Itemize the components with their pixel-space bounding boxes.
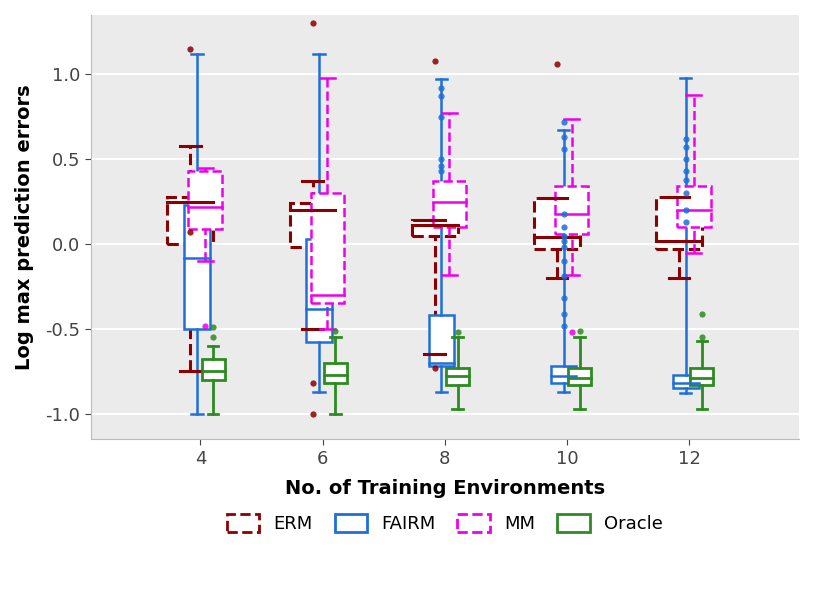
Legend: ERM, FAIRM, MM, Oracle: ERM, FAIRM, MM, Oracle	[220, 508, 670, 540]
Bar	[677, 187, 711, 227]
Bar	[290, 203, 335, 248]
Bar	[673, 375, 698, 389]
Bar	[555, 187, 589, 234]
Bar	[168, 196, 213, 244]
Bar	[433, 181, 466, 227]
Bar	[188, 171, 222, 229]
Bar	[184, 205, 210, 329]
Y-axis label: Log max prediction errors: Log max prediction errors	[15, 84, 34, 370]
X-axis label: No. of Training Environments: No. of Training Environments	[285, 479, 605, 498]
Bar	[656, 196, 702, 249]
Bar	[534, 198, 580, 249]
Bar	[429, 315, 454, 366]
Bar	[690, 368, 713, 385]
Bar	[324, 363, 347, 383]
Bar	[310, 193, 344, 303]
Bar	[412, 220, 457, 235]
Bar	[306, 239, 332, 342]
Bar	[202, 359, 225, 380]
Bar	[446, 368, 469, 385]
Bar	[568, 368, 591, 385]
Bar	[551, 366, 576, 383]
